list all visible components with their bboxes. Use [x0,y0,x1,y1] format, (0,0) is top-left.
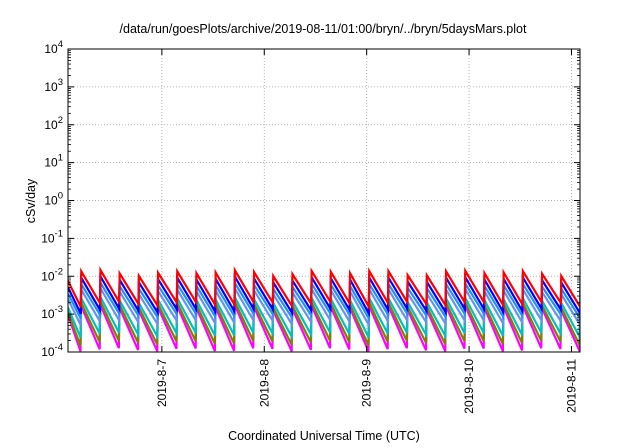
x-tick-label: 2019-8-10 [462,359,476,414]
y-tick-label: 101 [44,153,63,170]
y-tick-label: 10-4 [41,342,63,359]
y-tick-label: 102 [44,115,63,132]
x-tick-labels: 2019-8-7 2019-8-8 2019-8-9 2019-8-10 2019-8-… [155,359,579,414]
x-tick-label: 2019-8-9 [360,359,374,407]
series-line [68,272,580,318]
y-tick-label: 104 [44,39,63,56]
series-line [68,266,580,311]
y-tick-labels: 10-4 10-3 10-2 10-1 100 101 102 103 104 [41,39,63,359]
x-tick-label: 2019-8-11 [564,359,578,413]
series-group [68,266,580,352]
y-axis-label: cSv/day [24,178,38,223]
ticks [68,48,580,353]
y-tick-label: 100 [44,191,63,208]
chart-title: /data/run/goesPlots/archive/2019-08-11/0… [120,22,527,36]
x-axis-label: Coordinated Universal Time (UTC) [228,429,420,443]
y-tick-label: 103 [44,77,63,94]
y-tick-label: 10-2 [41,266,63,283]
y-tick-label: 10-3 [41,304,63,321]
y-tick-label: 10-1 [41,228,63,245]
x-tick-label: 2019-8-7 [155,359,169,407]
x-tick-label: 2019-8-8 [257,359,271,407]
